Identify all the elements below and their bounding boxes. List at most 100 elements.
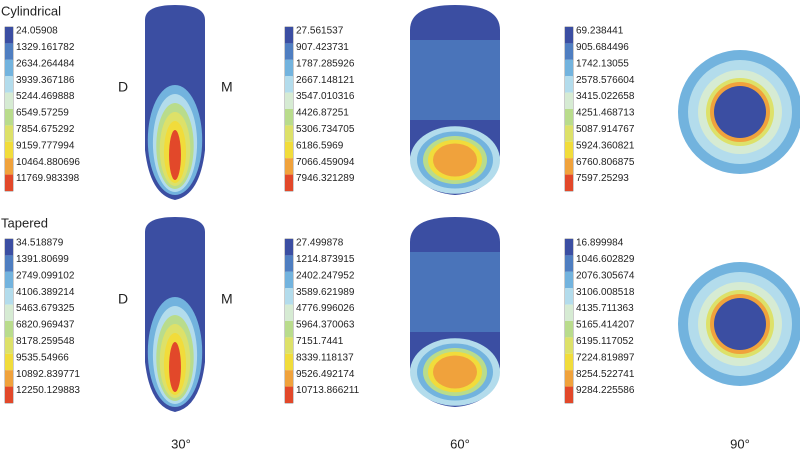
legend-swatch: [285, 92, 293, 109]
legend-swatch: [5, 76, 13, 93]
legend-value: 27.499878: [296, 238, 344, 249]
legend-value: 2634.264484: [16, 58, 75, 69]
legend-value: 27.561537: [296, 26, 344, 37]
legend-swatch: [285, 43, 293, 60]
legend-value: 6195.117052: [576, 336, 634, 347]
stress-contour: [169, 342, 181, 392]
column-label: 30°: [171, 436, 191, 451]
legend-swatch: [285, 370, 293, 387]
legend-swatch: [5, 353, 13, 371]
legend-swatch: [565, 321, 573, 338]
legend-value: 4251.468713: [576, 108, 635, 119]
legend-value: 1329.161782: [16, 42, 75, 53]
legend-swatch: [285, 353, 293, 371]
legend-value: 2578.576604: [576, 75, 635, 86]
stress-ring: [714, 86, 766, 138]
legend-value: 9159.777994: [16, 140, 75, 151]
legend-value: 7946.321289: [296, 173, 355, 184]
side-label: M: [221, 291, 233, 307]
legend-value: 2749.099102: [16, 270, 75, 281]
column-label: 90°: [730, 436, 750, 451]
legend-value: 9526.492174: [296, 369, 355, 380]
legend-swatch: [285, 27, 293, 44]
legend-value: 3589.621989: [296, 287, 355, 298]
legend-value: 3415.022658: [576, 91, 635, 102]
legend-swatch: [565, 255, 573, 272]
legend-swatch: [285, 271, 293, 289]
implant-band: [410, 252, 500, 332]
legend-swatch: [565, 304, 573, 321]
stress-ring: [714, 298, 766, 350]
legend-value: 7066.459094: [296, 157, 355, 168]
legend-swatch: [5, 43, 13, 60]
legend-swatch: [565, 370, 573, 387]
legend-swatch: [565, 43, 573, 60]
legend-swatch: [565, 59, 573, 77]
legend-value: 8339.118137: [296, 352, 354, 363]
legend-swatch: [5, 141, 13, 159]
legend-swatch: [565, 386, 573, 403]
legend-value: 1742.13055: [576, 58, 629, 69]
implant-60: [410, 217, 500, 407]
legend-value: 3106.008518: [576, 287, 635, 298]
legend-swatch: [5, 27, 13, 44]
legend-value: 2667.148121: [296, 75, 355, 86]
implant-60: [410, 5, 500, 195]
legend-swatch: [565, 239, 573, 256]
side-label: M: [221, 79, 233, 95]
legend-swatch: [565, 271, 573, 289]
legend-value: 69.238441: [576, 26, 624, 37]
legend-value: 5244.469888: [16, 91, 75, 102]
legend-value: 24.05908: [16, 26, 58, 37]
legend-value: 5924.360821: [576, 140, 635, 151]
stress-contour: [169, 130, 181, 180]
legend-value: 1214.873915: [296, 254, 355, 265]
legend-swatch: [5, 288, 13, 305]
legend-value: 7597.25293: [576, 173, 629, 184]
legend-value: 1391.80699: [16, 254, 69, 265]
legend-value: 5463.679325: [16, 303, 75, 314]
legend-value: 34.518879: [16, 238, 64, 249]
legend-value: 6549.57259: [16, 108, 69, 119]
legend-swatch: [565, 174, 573, 191]
legend-swatch: [565, 27, 573, 44]
legend-value: 8178.259548: [16, 336, 75, 347]
legend-swatch: [5, 59, 13, 77]
legend-swatch: [565, 337, 573, 354]
legend-value: 907.423731: [296, 42, 349, 53]
legend-swatch: [565, 125, 573, 142]
legend-value: 1787.285926: [296, 58, 355, 69]
legend-swatch: [565, 141, 573, 159]
legend-value: 9535.54966: [16, 352, 69, 363]
legend-value: 7151.7441: [296, 336, 344, 347]
legend-value: 4106.389214: [16, 287, 75, 298]
legend-value: 905.684496: [576, 42, 629, 53]
legend-value: 11769.983398: [16, 173, 80, 184]
row-label: Tapered: [1, 215, 48, 230]
side-label: D: [118, 291, 128, 307]
legend-swatch: [285, 321, 293, 338]
implant-30: [145, 5, 205, 200]
legend-swatch: [565, 109, 573, 126]
legend-swatch: [565, 76, 573, 93]
legend-value: 1046.602829: [576, 254, 635, 265]
legend-value: 6760.806875: [576, 157, 635, 168]
legend-swatch: [565, 158, 573, 175]
legend-value: 8254.522741: [576, 369, 635, 380]
implant-90: [678, 262, 800, 386]
legend-value: 10464.880696: [16, 157, 80, 168]
legend-swatch: [285, 239, 293, 256]
legend-swatch: [285, 141, 293, 159]
legend-swatch: [5, 92, 13, 109]
side-label: D: [118, 79, 128, 95]
legend-swatch: [5, 174, 13, 191]
legend-swatch: [285, 288, 293, 305]
column-label: 60°: [450, 436, 470, 451]
legend-value: 5964.370063: [296, 320, 355, 331]
stress-contour: [433, 355, 477, 389]
legend-swatch: [285, 158, 293, 175]
legend-value: 4426.87251: [296, 108, 349, 119]
legend-swatch: [5, 321, 13, 338]
legend-value: 7854.675292: [16, 124, 75, 135]
